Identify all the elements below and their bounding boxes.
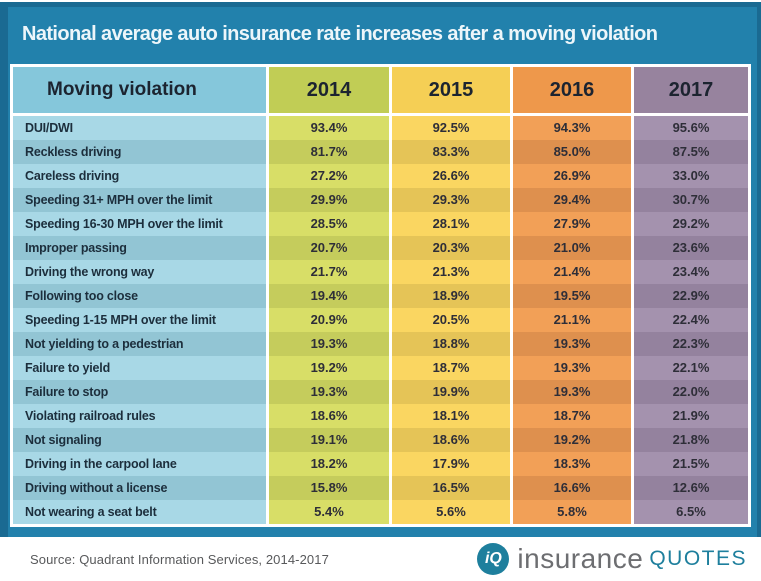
rate-cell: 6.5% [634, 500, 748, 524]
logo-text-quotes: quotes [649, 547, 747, 570]
rate-cell: 29.2% [634, 212, 748, 236]
violation-cell: Careless driving [13, 164, 266, 188]
rate-cell: 21.3% [392, 260, 510, 284]
rate-cell: 23.4% [634, 260, 748, 284]
rate-cell: 26.9% [513, 164, 631, 188]
rate-cell: 16.6% [513, 476, 631, 500]
violation-cell: Speeding 16-30 MPH over the limit [13, 212, 266, 236]
rate-cell: 19.1% [269, 428, 389, 452]
rate-cell: 83.3% [392, 140, 510, 164]
rate-cell: 5.6% [392, 500, 510, 524]
rate-cell: 20.7% [269, 236, 389, 260]
rate-cell: 19.2% [269, 356, 389, 380]
iq-logo-icon: iQ [477, 543, 510, 575]
violation-cell: DUI/DWI [13, 116, 266, 140]
violation-cell: Improper passing [13, 236, 266, 260]
rate-cell: 21.7% [269, 260, 389, 284]
page-title: National average auto insurance rate inc… [22, 23, 658, 45]
rate-cell: 18.3% [513, 452, 631, 476]
rate-cell: 18.7% [392, 356, 510, 380]
rate-cell: 95.6% [634, 116, 748, 140]
violation-cell: Not yielding to a pedestrian [13, 332, 266, 356]
violation-cell: Driving without a license [13, 476, 266, 500]
rate-cell: 18.2% [269, 452, 389, 476]
violation-cell: Failure to stop [13, 380, 266, 404]
rate-cell: 87.5% [634, 140, 748, 164]
violation-cell: Driving in the carpool lane [13, 452, 266, 476]
rate-cell: 22.1% [634, 356, 748, 380]
source-text: Source: Quadrant Information Services, 2… [30, 551, 329, 567]
rate-cell: 17.9% [392, 452, 510, 476]
rate-cell: 22.9% [634, 284, 748, 308]
rate-cell: 30.7% [634, 188, 748, 212]
violation-cell: Violating railroad rules [13, 404, 266, 428]
rate-cell: 29.3% [392, 188, 510, 212]
logo-text-insurance: insurance [517, 543, 644, 574]
rate-cell: 29.9% [269, 188, 389, 212]
violation-cell: Reckless driving [13, 140, 266, 164]
rate-cell: 5.8% [513, 500, 631, 524]
violation-cell: Not wearing a seat belt [13, 500, 266, 524]
rate-cell: 33.0% [634, 164, 748, 188]
violation-cell: Not signaling [13, 428, 266, 452]
rate-cell: 18.8% [392, 332, 510, 356]
violation-cell: Failure to yield [13, 356, 266, 380]
rate-cell: 92.5% [392, 116, 510, 140]
rate-cell: 19.2% [513, 428, 631, 452]
rate-cell: 22.3% [634, 332, 748, 356]
rate-cell: 19.9% [392, 380, 510, 404]
rate-cell: 28.1% [392, 212, 510, 236]
header-cell-year: 2017 [634, 67, 748, 116]
rate-cell: 19.3% [269, 332, 389, 356]
rate-cell: 19.3% [513, 380, 631, 404]
footer: Source: Quadrant Information Services, 2… [0, 537, 761, 581]
rates-table: Moving violation 2014 2015 2016 2017 DUI/DWI 9… [10, 64, 751, 527]
rate-cell: 18.7% [513, 404, 631, 428]
rate-cell: 21.8% [634, 428, 748, 452]
rate-cell: 18.9% [392, 284, 510, 308]
rate-cell: 26.6% [392, 164, 510, 188]
insurancequotes-logo: iQ insurance quotes [477, 543, 747, 575]
rate-cell: 21.4% [513, 260, 631, 284]
rate-cell: 21.1% [513, 308, 631, 332]
rate-cell: 18.1% [392, 404, 510, 428]
rate-cell: 20.5% [392, 308, 510, 332]
rate-cell: 94.3% [513, 116, 631, 140]
rate-cell: 27.9% [513, 212, 631, 236]
rate-cell: 93.4% [269, 116, 389, 140]
header-cell-year: 2016 [513, 67, 631, 116]
rate-cell: 85.0% [513, 140, 631, 164]
header-cell-moving-violation: Moving violation [13, 67, 266, 116]
rate-cell: 21.5% [634, 452, 748, 476]
rate-cell: 18.6% [269, 404, 389, 428]
rate-cell: 20.9% [269, 308, 389, 332]
rate-cell: 16.5% [392, 476, 510, 500]
rate-cell: 23.6% [634, 236, 748, 260]
rate-cell: 5.4% [269, 500, 389, 524]
rate-cell: 12.6% [634, 476, 748, 500]
rate-cell: 19.3% [513, 356, 631, 380]
rate-cell: 81.7% [269, 140, 389, 164]
header-cell-year: 2015 [392, 67, 510, 116]
violation-cell: Driving the wrong way [13, 260, 266, 284]
rate-cell: 29.4% [513, 188, 631, 212]
rate-cell: 19.3% [269, 380, 389, 404]
rate-cell: 27.2% [269, 164, 389, 188]
rate-cell: 22.4% [634, 308, 748, 332]
rate-cell: 15.8% [269, 476, 389, 500]
violation-cell: Speeding 1-15 MPH over the limit [13, 308, 266, 332]
rate-cell: 22.0% [634, 380, 748, 404]
rate-cell: 19.5% [513, 284, 631, 308]
violation-cell: Following too close [13, 284, 266, 308]
rate-cell: 28.5% [269, 212, 389, 236]
rate-cell: 20.3% [392, 236, 510, 260]
rate-cell: 21.9% [634, 404, 748, 428]
rate-cell: 19.4% [269, 284, 389, 308]
rate-cell: 18.6% [392, 428, 510, 452]
header-cell-year: 2014 [269, 67, 389, 116]
rate-cell: 19.3% [513, 332, 631, 356]
rate-cell: 21.0% [513, 236, 631, 260]
violation-cell: Speeding 31+ MPH over the limit [13, 188, 266, 212]
